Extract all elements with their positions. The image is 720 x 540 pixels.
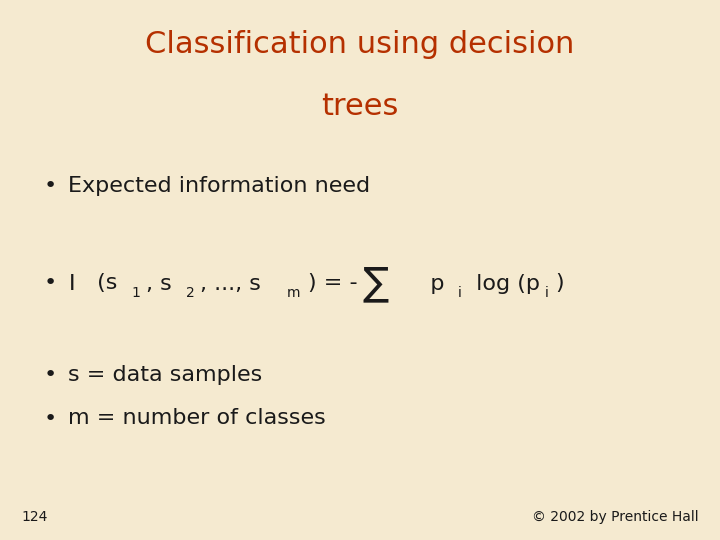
Text: log (p: log (p — [469, 273, 540, 294]
Text: trees: trees — [321, 92, 399, 121]
Text: ): ) — [555, 273, 564, 294]
Text: , ..., s: , ..., s — [200, 273, 261, 294]
Text: (s: (s — [90, 273, 117, 294]
Text: m: m — [287, 286, 300, 300]
Text: © 2002 by Prentice Hall: © 2002 by Prentice Hall — [532, 510, 698, 524]
Text: •: • — [43, 273, 56, 294]
Text: •: • — [43, 365, 56, 386]
Text: 124: 124 — [22, 510, 48, 524]
Text: p: p — [409, 273, 444, 294]
Text: 2: 2 — [186, 286, 194, 300]
Text: I: I — [68, 273, 75, 294]
Text: Expected information need: Expected information need — [68, 176, 371, 197]
Text: , s: , s — [146, 273, 172, 294]
Text: ) = -: ) = - — [308, 273, 358, 294]
Text: •: • — [43, 176, 56, 197]
Text: •: • — [43, 408, 56, 429]
Text: m = number of classes: m = number of classes — [68, 408, 326, 429]
Text: i: i — [544, 286, 548, 300]
Text: 1: 1 — [132, 286, 140, 300]
Text: ∑: ∑ — [362, 265, 388, 302]
Text: Classification using decision: Classification using decision — [145, 30, 575, 59]
Text: i: i — [458, 286, 462, 300]
Text: s = data samples: s = data samples — [68, 365, 263, 386]
